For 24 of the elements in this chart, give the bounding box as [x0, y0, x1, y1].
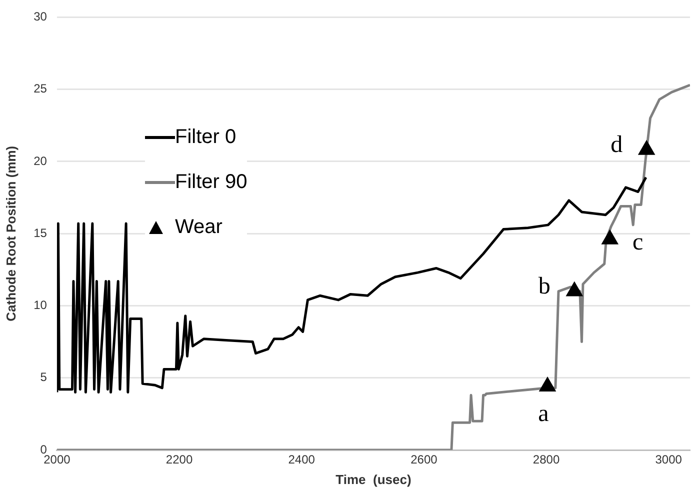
x-tick-label: 2200	[166, 452, 193, 467]
annotation: d	[610, 132, 623, 158]
y-axis-title: Cathode Root Position (mm)	[3, 146, 18, 322]
y-tick-label: 15	[34, 226, 48, 240]
legend-label: Filter 90	[175, 171, 248, 194]
x-tick-label: 3000	[655, 452, 682, 467]
annotation: a	[538, 400, 550, 427]
x-tick-label: 2800	[532, 452, 560, 467]
x-axis-title: Time (usec)	[336, 472, 412, 487]
x-tick-label: 2400	[288, 452, 316, 467]
annotation: c	[632, 230, 644, 256]
point	[638, 140, 655, 155]
y-tick-label: 5	[40, 370, 48, 384]
y-tick-label: 30	[34, 10, 48, 24]
y-tick-label: 20	[34, 154, 48, 168]
y-tick-label: 10	[34, 298, 48, 312]
point	[539, 377, 556, 392]
annotation: b	[538, 274, 550, 300]
x-tick-label: 2600	[410, 452, 438, 467]
point	[566, 282, 583, 296]
y-tick-label: 25	[34, 82, 48, 96]
legend-label: Wear	[175, 216, 222, 239]
legend-label: Filter 0	[175, 126, 236, 149]
point	[602, 230, 618, 244]
